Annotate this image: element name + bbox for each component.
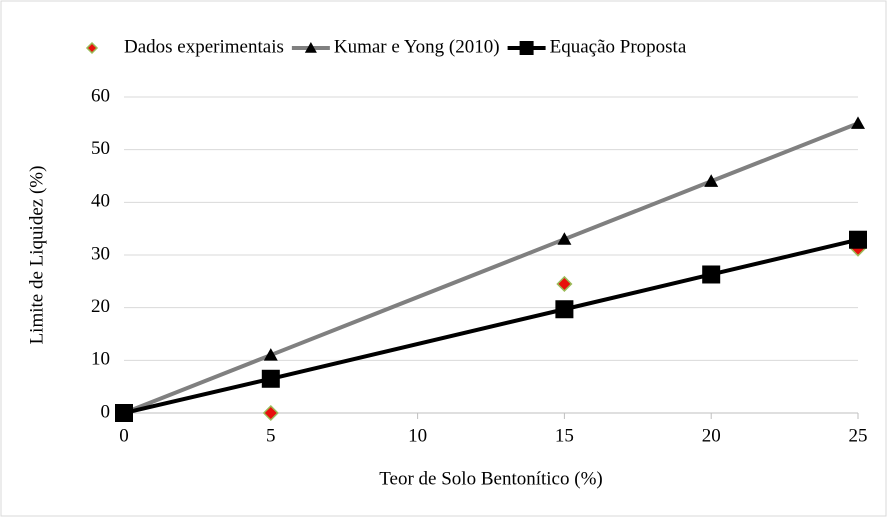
x-tick-label: 20: [702, 425, 721, 446]
legend-label: Dados experimentais: [124, 36, 284, 57]
marker: [555, 300, 574, 319]
marker: [85, 41, 99, 55]
legend-label: Kumar e Yong (2010): [334, 36, 500, 57]
marker: [556, 275, 573, 293]
y-axis-label: Limite de Liquidez (%): [26, 166, 47, 345]
marker: [704, 174, 719, 187]
y-tick-label: 40: [91, 191, 110, 212]
marker: [262, 404, 279, 422]
x-tick-label: 10: [408, 425, 427, 446]
x-tick-label: 25: [849, 425, 868, 446]
legend-label: Equação Proposta: [550, 36, 687, 57]
marker: [851, 116, 865, 129]
marker: [849, 230, 867, 249]
y-tick-label: 30: [91, 243, 110, 264]
x-tick-label: 0: [119, 425, 129, 446]
y-tick-label: 50: [91, 138, 110, 159]
x-axis-label: Teor de Solo Bentonítico (%): [379, 468, 602, 489]
y-tick-label: 10: [91, 349, 110, 370]
marker: [263, 348, 278, 361]
marker: [115, 404, 133, 422]
x-tick-label: 5: [266, 425, 276, 446]
marker: [304, 42, 317, 53]
y-tick-label: 20: [91, 296, 110, 317]
marker: [557, 232, 572, 245]
x-tick-label: 15: [555, 425, 574, 446]
y-tick-label: 60: [91, 85, 110, 106]
marker: [261, 369, 280, 388]
y-tick-label: 0: [101, 401, 111, 422]
marker: [519, 41, 534, 55]
marker: [702, 265, 721, 284]
